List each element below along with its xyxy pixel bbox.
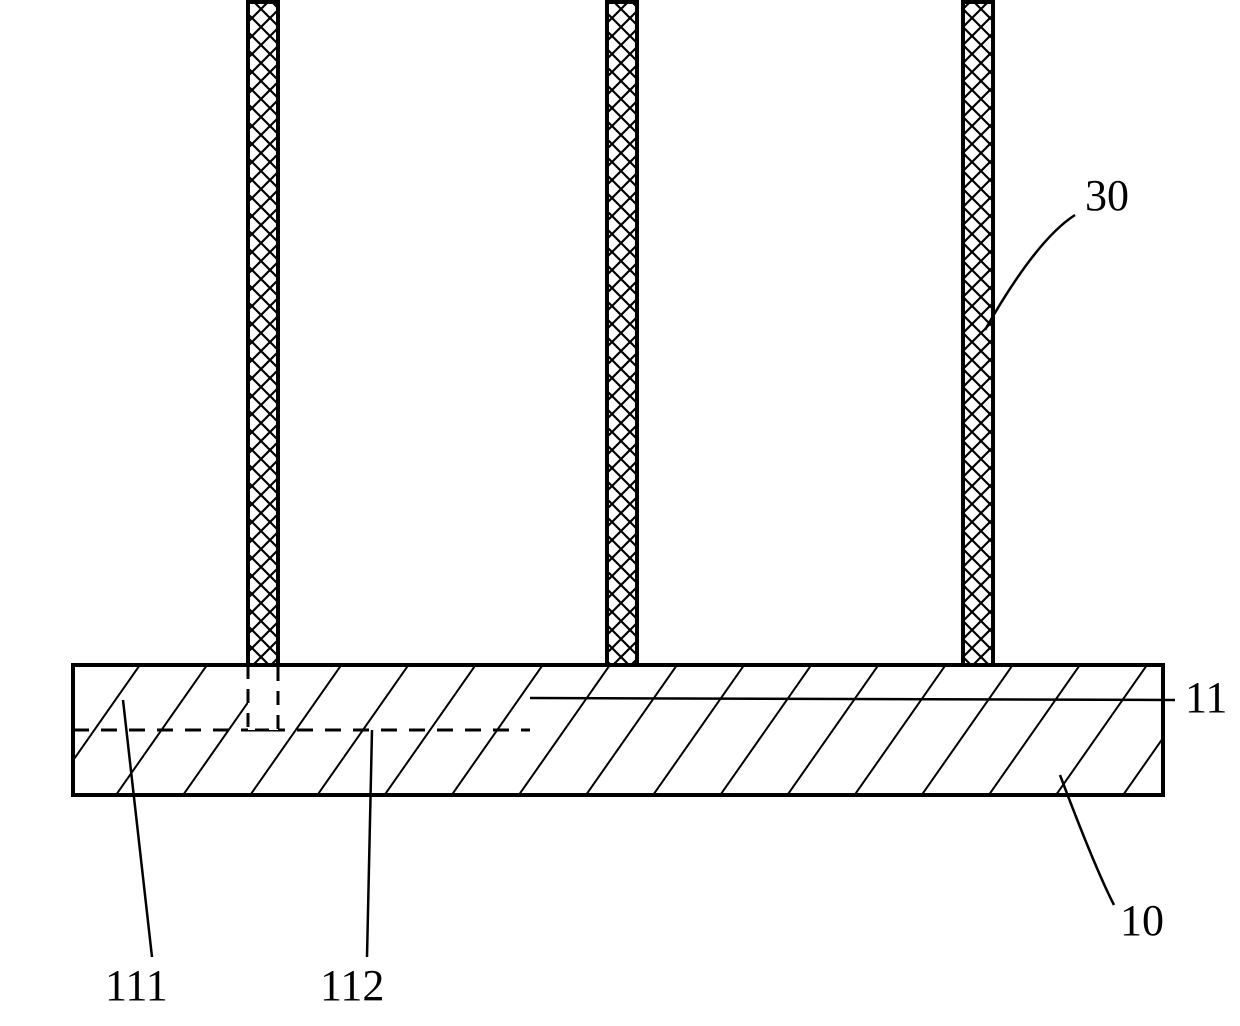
label-text-l111: 111 [105,961,168,1010]
label-text-l10: 10 [1120,896,1164,945]
label-text-l112: 112 [320,961,384,1010]
base-slab [73,665,1163,795]
label-l10: 10 [1060,775,1164,945]
label-text-l11: 11 [1185,673,1227,722]
pillar-slot [248,665,278,730]
pillar [248,2,278,665]
label-text-l30: 30 [1085,171,1129,220]
pillar [963,2,993,665]
pillar [607,2,637,665]
label-l30: 30 [985,171,1129,330]
